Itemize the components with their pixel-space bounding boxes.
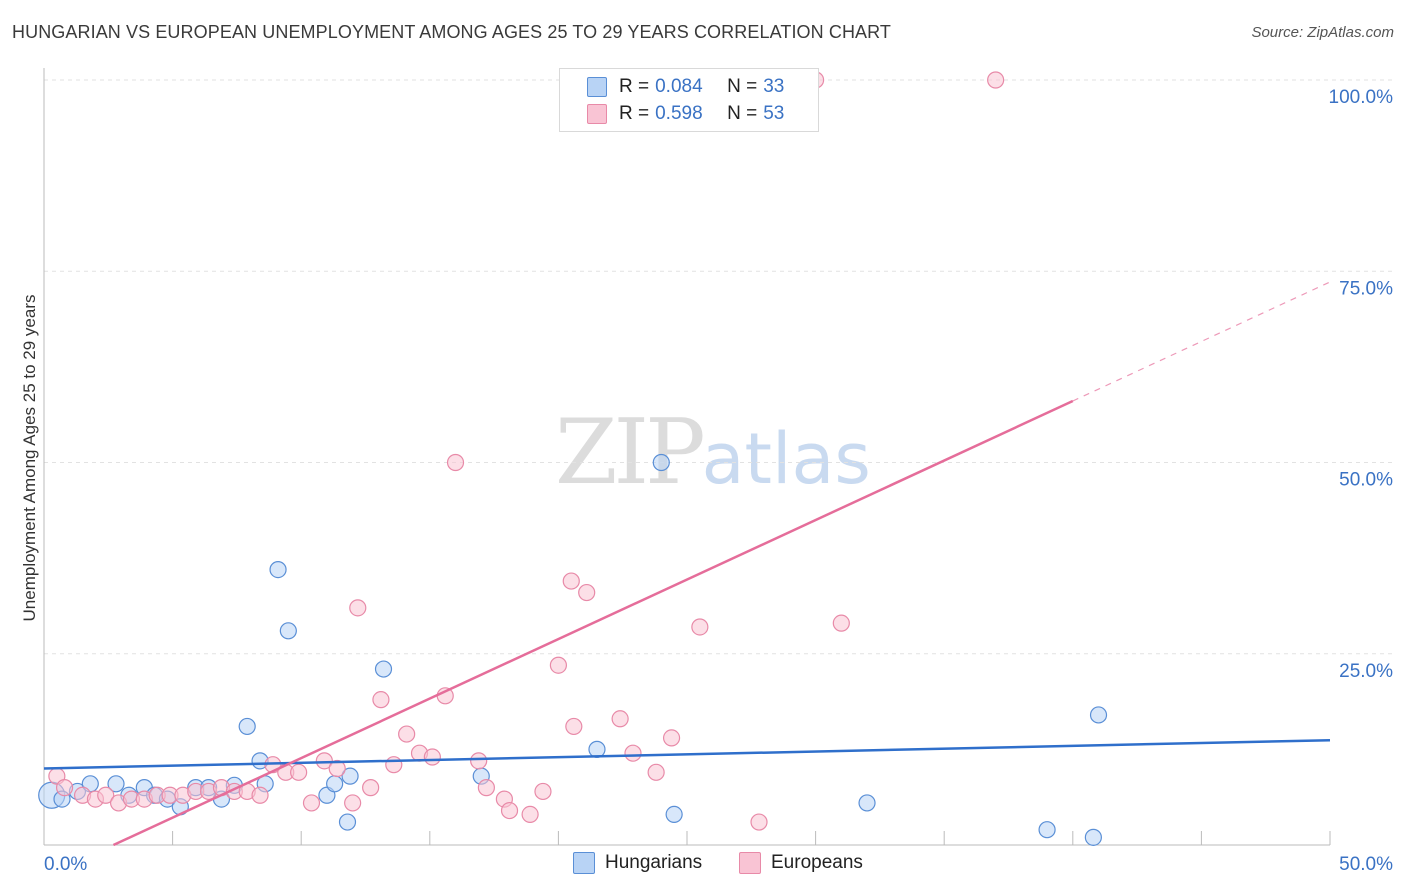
y-tick-label: 100.0% [1329, 87, 1394, 108]
data-point-europeans [750, 813, 768, 831]
data-point-hungarians [107, 775, 125, 793]
data-point-hungarians [652, 453, 670, 472]
series-swatch-hungarians [573, 852, 595, 874]
x-tick-label: 50.0% [1339, 854, 1393, 875]
source-label: Source: ZipAtlas.com [1251, 24, 1394, 41]
data-point-europeans [534, 782, 552, 801]
data-point-europeans [477, 779, 495, 797]
data-point-europeans [500, 801, 519, 820]
data-point-europeans [328, 759, 346, 778]
data-point-europeans [385, 756, 403, 774]
data-point-europeans [611, 710, 629, 728]
data-point-europeans [349, 599, 367, 617]
y-tick-label: 50.0% [1339, 470, 1393, 491]
data-point-hungarians [374, 660, 393, 678]
data-point-europeans [398, 725, 416, 743]
y-tick-label: 75.0% [1339, 278, 1393, 299]
legend-row-europeans: R = 0.598 N = 53 [560, 101, 784, 127]
legend-r-value: 0.598 [655, 103, 703, 124]
legend-n-value: 33 [763, 76, 785, 97]
legend-r-value: 0.084 [655, 76, 703, 97]
trendline-europeans [112, 399, 1074, 847]
data-point-hungarians [1089, 706, 1108, 724]
legend-swatch-hungarians [587, 77, 607, 97]
data-point-europeans [97, 786, 115, 804]
x-tick-label: 0.0% [44, 854, 87, 875]
data-point-europeans [446, 453, 465, 472]
data-point-europeans [423, 748, 441, 766]
series-legend-hungarians[interactable]: Hungarians [573, 852, 702, 874]
data-point-hungarians [1038, 821, 1056, 839]
data-point-europeans [578, 583, 596, 602]
data-point-europeans [549, 656, 568, 674]
trendline-hungarians [43, 738, 1331, 770]
data-point-europeans [662, 729, 681, 747]
watermark-zip: ZIP [555, 400, 706, 505]
data-point-europeans [302, 794, 321, 812]
trendline-europeans-extension [1072, 281, 1331, 402]
data-point-europeans [987, 71, 1005, 89]
data-point-europeans [832, 614, 850, 632]
data-point-europeans [315, 752, 333, 770]
watermark-atlas: atlas [701, 418, 871, 500]
legend-swatch-europeans [587, 104, 607, 124]
legend-r-label: R = [619, 103, 650, 124]
series-label-europeans: Europeans [771, 852, 863, 873]
watermark: ZIPatlas [555, 400, 871, 505]
legend-n-label: N = [727, 76, 758, 97]
data-point-europeans [565, 717, 583, 736]
data-point-europeans [691, 618, 709, 636]
data-point-europeans [562, 572, 580, 590]
data-point-europeans [362, 779, 380, 797]
data-point-europeans [521, 805, 539, 824]
series-label-hungarians: Hungarians [605, 852, 703, 873]
data-point-europeans [55, 779, 74, 797]
data-point-hungarians [269, 560, 287, 579]
data-point-hungarians [326, 775, 344, 793]
legend-row-hungarians: R = 0.084 N = 33 [560, 74, 784, 100]
data-point-hungarians [238, 717, 256, 736]
data-point-hungarians [338, 813, 357, 831]
legend-n-label: N = [727, 103, 758, 124]
data-point-hungarians [279, 622, 297, 640]
data-point-europeans [251, 786, 269, 804]
stats-legend: R = 0.084 N = 33 R = 0.598 N = 53 [559, 68, 819, 132]
data-point-hungarians [341, 767, 359, 785]
data-point-europeans [470, 752, 488, 770]
data-point-hungarians [1084, 828, 1102, 846]
data-point-hungarians [858, 794, 876, 812]
legend-r-label: R = [619, 76, 650, 97]
series-legend: Hungarians Europeans [0, 852, 1406, 878]
series-legend-europeans[interactable]: Europeans [739, 852, 863, 874]
chart-title: HUNGARIAN VS EUROPEAN UNEMPLOYMENT AMONG… [12, 22, 892, 42]
data-point-europeans [344, 794, 362, 812]
data-point-europeans [624, 744, 642, 762]
data-point-europeans [372, 691, 390, 709]
y-tick-label: 25.0% [1339, 661, 1393, 682]
data-point-europeans [647, 763, 665, 781]
data-point-hungarians [665, 805, 683, 824]
data-point-europeans [290, 763, 308, 781]
series-swatch-europeans [739, 852, 761, 874]
legend-n-value: 53 [763, 103, 785, 124]
